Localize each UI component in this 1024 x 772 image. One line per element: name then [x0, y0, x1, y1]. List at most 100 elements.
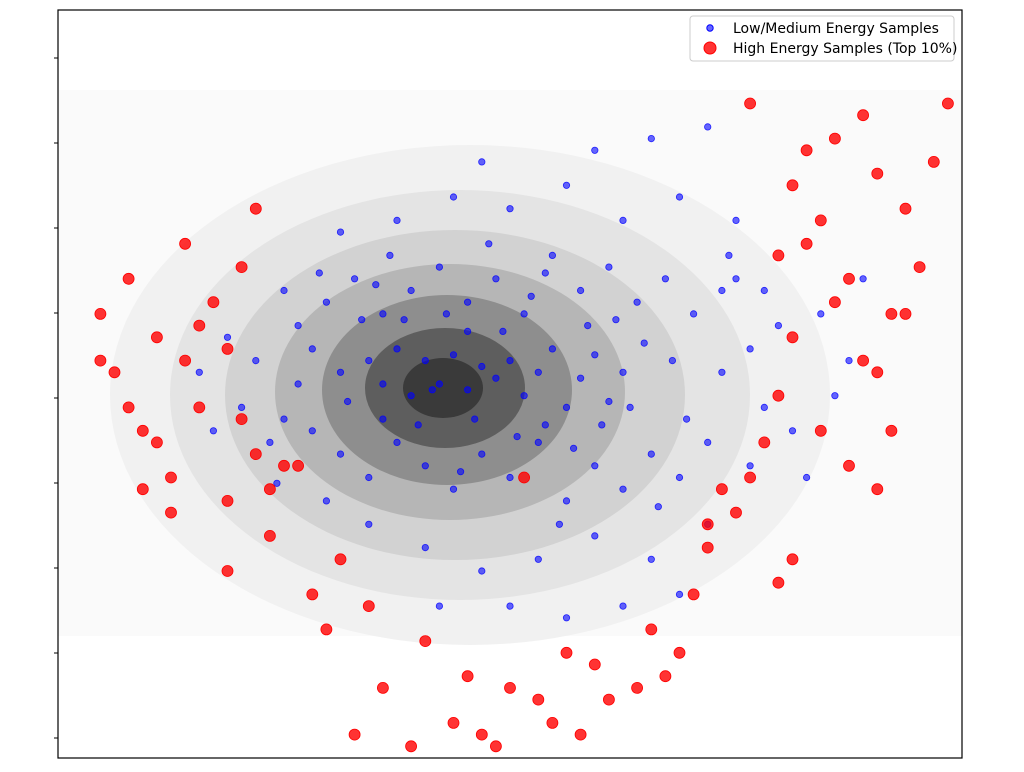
high-energy-point [772, 576, 785, 589]
high-energy-point [659, 670, 672, 683]
low-medium-energy-point [746, 345, 754, 353]
high-energy-point [306, 588, 319, 601]
low-medium-energy-point [506, 205, 514, 213]
high-energy-point [871, 167, 884, 180]
high-energy-point [489, 740, 502, 753]
high-energy-point [504, 682, 516, 694]
low-medium-energy-point [428, 386, 436, 394]
low-medium-energy-point [619, 485, 627, 493]
low-medium-energy-point [718, 286, 726, 295]
low-medium-energy-point [654, 503, 662, 511]
high-energy-point [122, 401, 135, 414]
low-medium-energy-point [541, 269, 549, 277]
low-medium-energy-point [365, 356, 373, 365]
low-medium-energy-point [520, 310, 528, 318]
low-medium-energy-point [336, 228, 345, 236]
high-energy-point [221, 565, 234, 577]
high-energy-point [94, 307, 107, 320]
legend-marker-low-medium [706, 24, 714, 32]
high-energy-point [560, 646, 573, 659]
low-medium-energy-point [534, 368, 542, 376]
low-medium-energy-point [562, 403, 571, 411]
low-medium-energy-point [463, 298, 472, 306]
low-medium-energy-point [584, 321, 592, 330]
low-medium-energy-point [379, 310, 387, 318]
high-energy-point [829, 296, 841, 309]
low-medium-energy-point [647, 135, 655, 143]
low-medium-energy-point [718, 368, 726, 376]
high-energy-point [348, 728, 361, 741]
low-medium-energy-point [619, 602, 627, 610]
low-medium-energy-point [689, 310, 698, 318]
low-medium-energy-point [478, 158, 486, 166]
high-energy-point [971, 75, 982, 86]
low-medium-energy-point [675, 473, 684, 482]
low-medium-energy-point [449, 351, 458, 359]
high-energy-point [857, 354, 869, 367]
low-medium-energy-point [449, 193, 458, 201]
low-medium-energy-point [350, 275, 359, 283]
high-energy-point [800, 144, 813, 157]
low-medium-energy-point [435, 602, 443, 610]
legend-marker-high [703, 41, 717, 55]
low-medium-energy-point [527, 292, 535, 300]
low-medium-energy-point [831, 392, 839, 400]
high-energy-point [150, 436, 163, 449]
low-medium-energy-point [647, 450, 655, 458]
low-medium-energy-point [435, 263, 443, 271]
low-medium-energy-point [266, 438, 274, 446]
low-medium-energy-point [365, 520, 373, 528]
high-energy-point [673, 646, 686, 659]
high-energy-point [136, 424, 149, 437]
high-energy-point [94, 354, 107, 367]
high-energy-point [899, 202, 912, 215]
low-medium-energy-point [336, 450, 345, 458]
low-medium-energy-point [562, 497, 571, 505]
low-medium-energy-point [463, 327, 472, 335]
high-energy-point [179, 237, 192, 250]
high-energy-point [278, 459, 290, 472]
high-energy-point [871, 483, 884, 496]
high-energy-point [235, 413, 248, 426]
low-medium-energy-point [386, 251, 394, 259]
legend-label-high: High Energy Samples (Top 10%) [733, 41, 957, 57]
low-medium-energy-point [845, 356, 853, 365]
high-energy-point [744, 97, 756, 110]
high-energy-point [772, 249, 785, 262]
legend-box [689, 15, 955, 62]
low-medium-energy-point [407, 286, 415, 295]
low-medium-energy-point [421, 543, 429, 552]
low-medium-energy-point [407, 392, 415, 400]
kde-density-background [58, 90, 962, 645]
high-energy-point [475, 728, 488, 741]
low-medium-energy-point [463, 386, 472, 394]
high-energy-point [546, 717, 559, 729]
low-medium-energy-point [760, 286, 768, 295]
low-medium-energy-point [520, 392, 528, 400]
high-energy-point [136, 483, 149, 496]
high-energy-point [405, 740, 418, 753]
low-medium-energy-point [195, 368, 203, 376]
low-medium-energy-point [449, 485, 458, 493]
plot-frame [57, 9, 963, 759]
low-medium-energy-point [675, 590, 684, 599]
low-medium-energy-point [322, 298, 330, 306]
low-medium-energy-point [365, 473, 373, 482]
high-energy-point [885, 424, 898, 437]
low-medium-energy-point [605, 397, 613, 406]
low-medium-energy-point [746, 462, 754, 470]
low-medium-energy-point [619, 368, 627, 376]
low-medium-energy-point [315, 269, 323, 277]
low-medium-energy-point [336, 368, 345, 376]
high-energy-point [701, 541, 714, 554]
low-medium-energy-point [541, 421, 549, 429]
high-energy-point [843, 272, 855, 285]
low-medium-energy-point [456, 468, 465, 476]
high-energy-point [249, 202, 262, 215]
low-medium-energy-point [379, 380, 387, 388]
low-medium-energy-point [294, 321, 302, 330]
low-medium-energy-point [435, 380, 443, 388]
low-medium-energy-point [612, 316, 620, 324]
high-energy-point [871, 366, 884, 379]
